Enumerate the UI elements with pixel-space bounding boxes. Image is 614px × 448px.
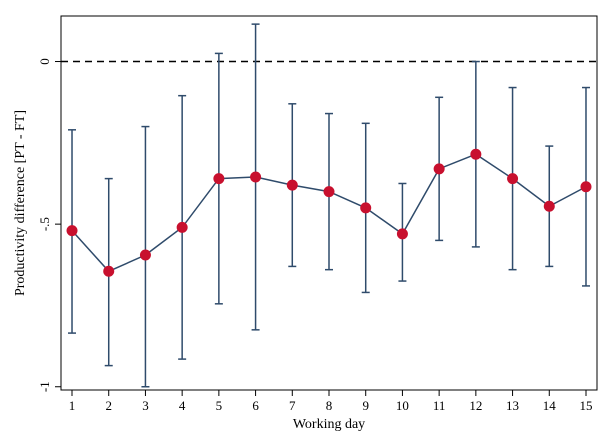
x-tick-label: 15 [579, 398, 592, 413]
y-tick-label: 0 [37, 58, 52, 65]
data-point [66, 225, 78, 237]
x-tick-label: 13 [506, 398, 519, 413]
x-axis: 1 2 3 4 5 6 7 8 9 10 11 12 13 14 15 [69, 390, 592, 413]
data-point [286, 179, 298, 191]
data-point [176, 221, 188, 233]
error-bars [68, 23, 590, 388]
data-point [139, 249, 151, 261]
data-point [433, 163, 445, 175]
x-tick-label: 7 [289, 398, 296, 413]
x-tick-label: 1 [69, 398, 76, 413]
x-tick-label: 8 [326, 398, 333, 413]
data-points [66, 148, 592, 277]
x-tick-label: 12 [469, 398, 482, 413]
x-tick-label: 3 [142, 398, 149, 413]
data-point [580, 181, 592, 193]
x-tick-label: 11 [433, 398, 446, 413]
data-point [103, 265, 115, 277]
x-tick-label: 6 [252, 398, 259, 413]
data-point [323, 186, 335, 198]
y-tick-label: -.5 [37, 217, 52, 231]
x-tick-label: 9 [362, 398, 369, 413]
data-point [507, 173, 519, 185]
y-axis: 0 -.5 -1 [37, 58, 61, 392]
data-point [250, 171, 262, 183]
x-tick-label: 14 [543, 398, 557, 413]
x-tick-label: 10 [396, 398, 409, 413]
y-tick-label: -1 [37, 381, 52, 392]
x-tick-label: 4 [179, 398, 186, 413]
x-tick-label: 5 [216, 398, 223, 413]
data-point [213, 173, 225, 185]
data-point [360, 202, 372, 214]
data-point [543, 200, 555, 212]
x-axis-label: Working day [293, 417, 365, 432]
data-point [396, 228, 408, 240]
x-tick-label: 2 [105, 398, 112, 413]
y-axis-label: Productivity difference [PT - FT] [13, 110, 28, 296]
data-point [470, 148, 482, 160]
